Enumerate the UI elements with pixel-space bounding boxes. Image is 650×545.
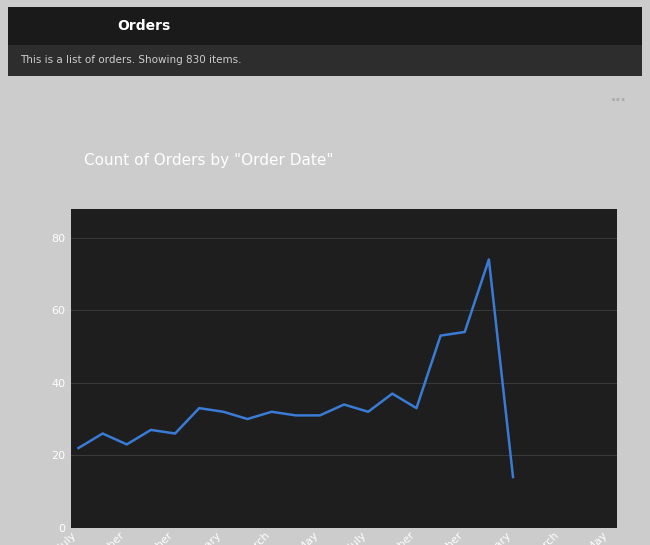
Text: This is a list of orders. Showing 830 items.: This is a list of orders. Showing 830 it… <box>21 55 242 65</box>
Bar <box>8 7 642 45</box>
Bar <box>8 45 642 76</box>
Text: Count of Orders by "Order Date": Count of Orders by "Order Date" <box>84 153 333 168</box>
Text: Orders: Orders <box>118 19 171 33</box>
Text: ...: ... <box>610 90 627 104</box>
